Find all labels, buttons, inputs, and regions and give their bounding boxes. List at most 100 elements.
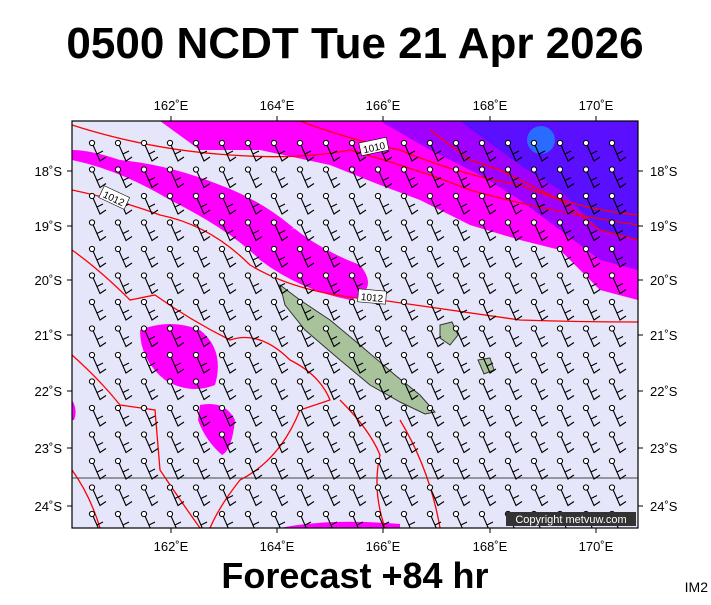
- wind-barb: [270, 298, 289, 321]
- isobars: [72, 121, 638, 528]
- barb-station: [348, 484, 356, 491]
- barb-shaft: [326, 171, 341, 189]
- barb-shaft: [144, 250, 159, 268]
- barb-shaft: [612, 197, 627, 215]
- barb-station: [504, 298, 512, 306]
- barb-shaft: [508, 250, 523, 268]
- barb-shaft: [144, 515, 158, 528]
- wind-barb: [400, 378, 419, 401]
- barb-station: [270, 325, 278, 332]
- barb-station: [218, 325, 226, 332]
- wind-barb: [192, 351, 211, 374]
- barb-station: [166, 378, 174, 385]
- wind-zone: [72, 150, 368, 300]
- barb-station: [192, 457, 200, 465]
- barb-shaft: [196, 197, 211, 215]
- barb-station: [374, 431, 382, 438]
- barb-station: [322, 139, 330, 147]
- barb-station: [140, 166, 148, 173]
- wind-barb: [218, 378, 237, 401]
- barb-station: [530, 378, 538, 385]
- wind-barb: [218, 219, 237, 242]
- barb-station: [218, 510, 226, 518]
- wind-barb: [114, 298, 133, 321]
- wind-barb: [582, 219, 601, 242]
- barb-station: [244, 484, 252, 491]
- barb-shaft: [274, 356, 289, 374]
- barb-station: [530, 272, 538, 279]
- barb-shaft: [118, 462, 133, 480]
- barb-shaft: [430, 409, 445, 427]
- isobar-labels: 1012 1010 1012: [98, 136, 390, 305]
- wind-barb: [478, 510, 496, 528]
- barb-station: [244, 192, 252, 200]
- barb-shaft: [170, 383, 185, 401]
- barb-station: [400, 166, 408, 173]
- wind-barb: [452, 139, 471, 162]
- barb-station: [478, 484, 486, 491]
- barb-shaft: [144, 462, 159, 480]
- wind-barb: [400, 510, 418, 528]
- barb-shaft: [274, 436, 289, 454]
- barb-shaft: [560, 197, 575, 215]
- barb-shaft: [482, 515, 496, 528]
- wind-barb: [348, 325, 367, 348]
- barb-station: [244, 457, 252, 465]
- barb-shaft: [300, 224, 315, 242]
- wind-barb: [166, 192, 185, 215]
- wind-barb: [504, 139, 523, 162]
- barb-shaft: [196, 356, 211, 374]
- wind-barb: [218, 272, 237, 295]
- wind-barb: [114, 351, 133, 374]
- isobar-label-box: [357, 288, 387, 305]
- wind-barb: [270, 245, 289, 268]
- barb-station: [400, 484, 408, 491]
- barb-shaft: [560, 277, 575, 295]
- barb-station: [348, 510, 356, 518]
- barb-station: [114, 272, 122, 279]
- barb-shaft: [534, 462, 549, 480]
- barb-shaft: [430, 515, 444, 528]
- barb-station: [88, 351, 96, 359]
- wind-barb: [478, 166, 497, 189]
- barb-shaft: [508, 356, 523, 374]
- barb-station: [270, 510, 278, 518]
- wind-barb: [452, 351, 471, 374]
- copyright: Copyright metvuw.com: [515, 514, 626, 526]
- wind-barb: [504, 325, 523, 348]
- barb-shaft: [482, 436, 497, 454]
- barb-shaft: [508, 383, 523, 401]
- wind-barb: [608, 431, 627, 454]
- barb-shaft: [222, 356, 237, 374]
- barb-shaft: [456, 356, 471, 374]
- barb-station: [504, 378, 512, 385]
- wind-barb: [478, 484, 497, 507]
- wind-barb: [114, 378, 133, 401]
- wind-barb: [452, 378, 471, 401]
- wind-barb: [88, 192, 107, 215]
- barb-station: [452, 378, 460, 385]
- barb-station: [244, 139, 252, 147]
- barb-shaft: [560, 356, 575, 374]
- barb-shaft: [118, 436, 133, 454]
- barb-station: [114, 298, 122, 306]
- barb-shaft: [144, 356, 159, 374]
- barb-station: [270, 431, 278, 438]
- barb-station: [400, 457, 408, 465]
- barb-shaft: [612, 409, 627, 427]
- barb-shaft: [560, 436, 575, 454]
- barb-shaft: [144, 224, 159, 242]
- barb-station: [296, 457, 304, 465]
- barb-station: [218, 139, 226, 147]
- barb-station: [374, 219, 382, 226]
- barb-station: [88, 325, 96, 332]
- barb-station: [478, 325, 486, 332]
- wind-barb: [192, 378, 211, 401]
- barb-shaft: [118, 224, 133, 242]
- barb-shaft: [274, 171, 289, 189]
- barb-shaft: [118, 250, 133, 268]
- barb-station: [426, 272, 434, 279]
- barb-station: [556, 484, 564, 491]
- barb-station: [322, 378, 330, 385]
- wind-barb: [374, 351, 393, 374]
